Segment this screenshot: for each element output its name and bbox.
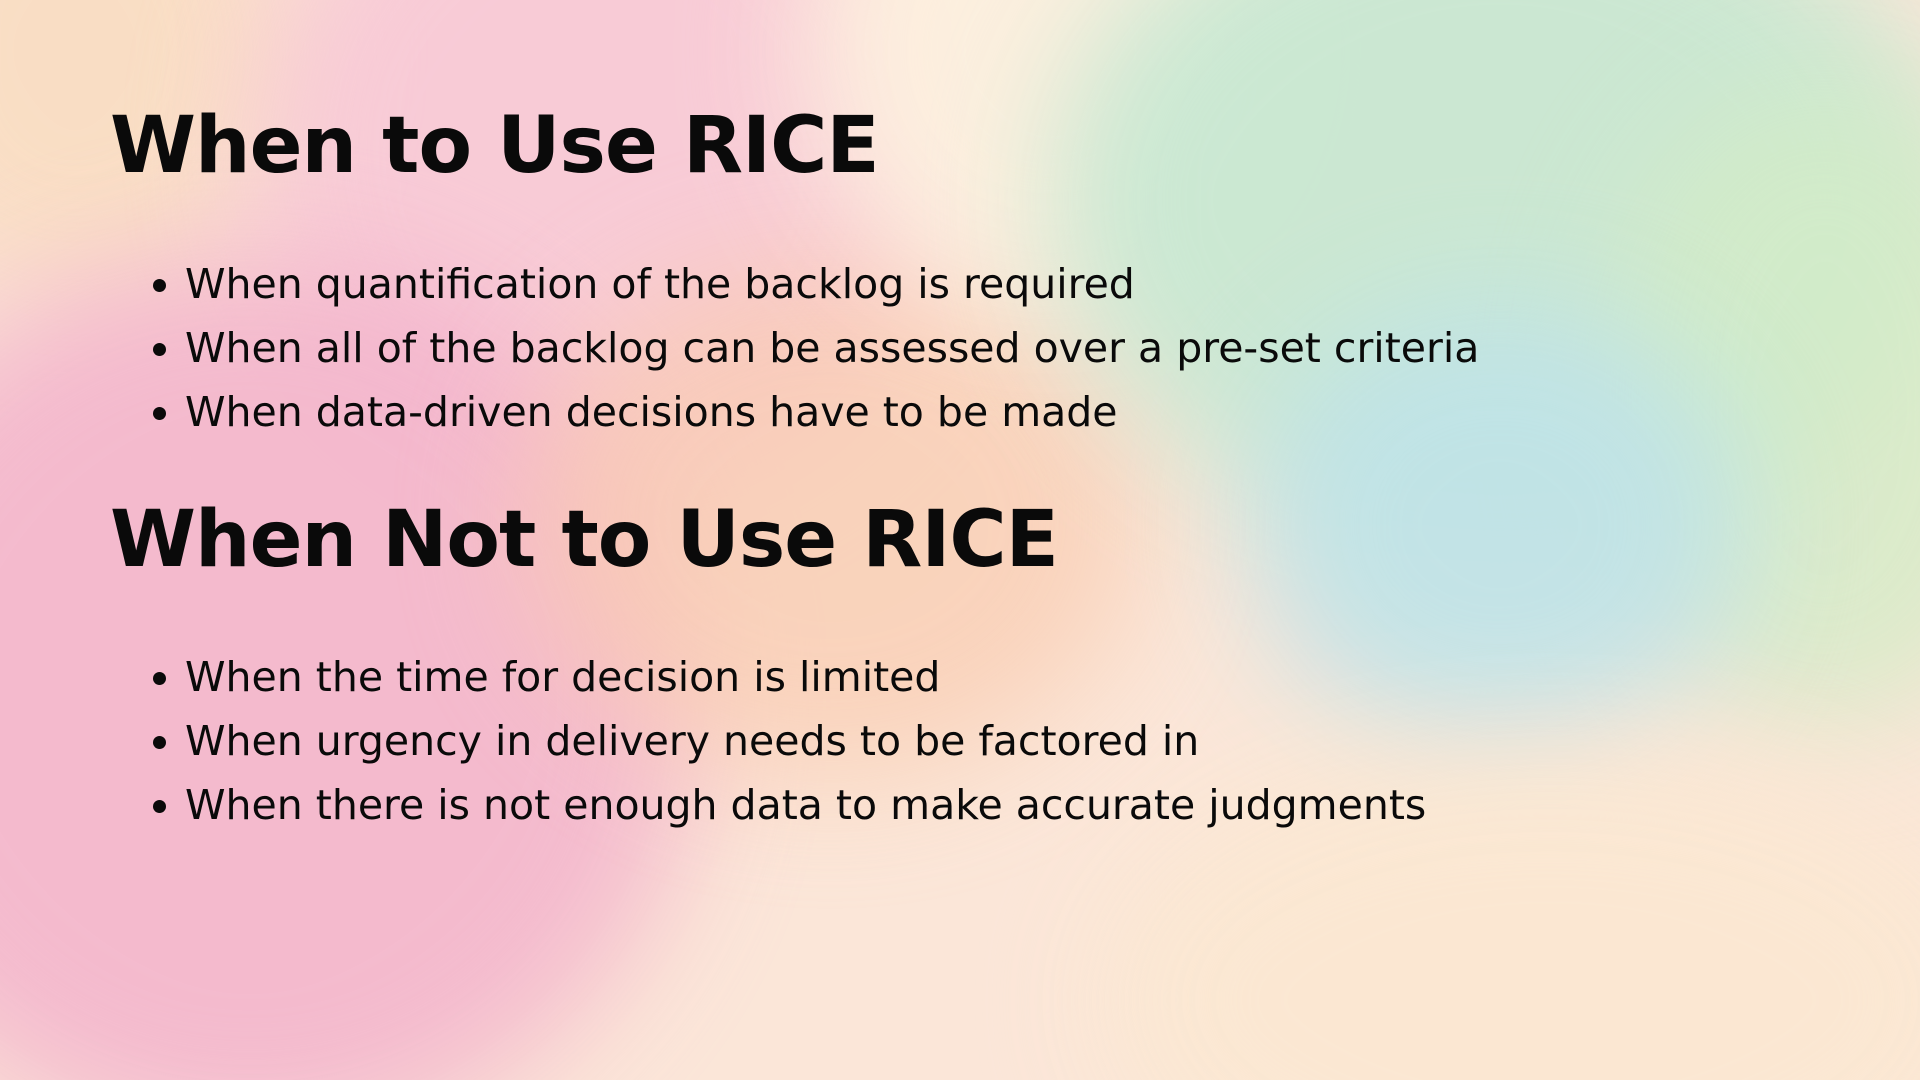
- slide-content: When to Use RICE When quantification of …: [110, 100, 1810, 837]
- section-heading-not-use: When Not to Use RICE: [110, 494, 1810, 588]
- list-item: When data-driven decisions have to be ma…: [185, 380, 1810, 444]
- bullet-list-use: When quantification of the backlog is re…: [110, 252, 1810, 444]
- list-item: When all of the backlog can be assessed …: [185, 316, 1810, 380]
- list-item: When urgency in delivery needs to be fac…: [185, 709, 1810, 773]
- list-item: When quantification of the backlog is re…: [185, 252, 1810, 316]
- list-item: When the time for decision is limited: [185, 645, 1810, 709]
- section-heading-use: When to Use RICE: [110, 100, 1810, 194]
- bullet-list-not-use: When the time for decision is limited Wh…: [110, 645, 1810, 837]
- list-item: When there is not enough data to make ac…: [185, 773, 1810, 837]
